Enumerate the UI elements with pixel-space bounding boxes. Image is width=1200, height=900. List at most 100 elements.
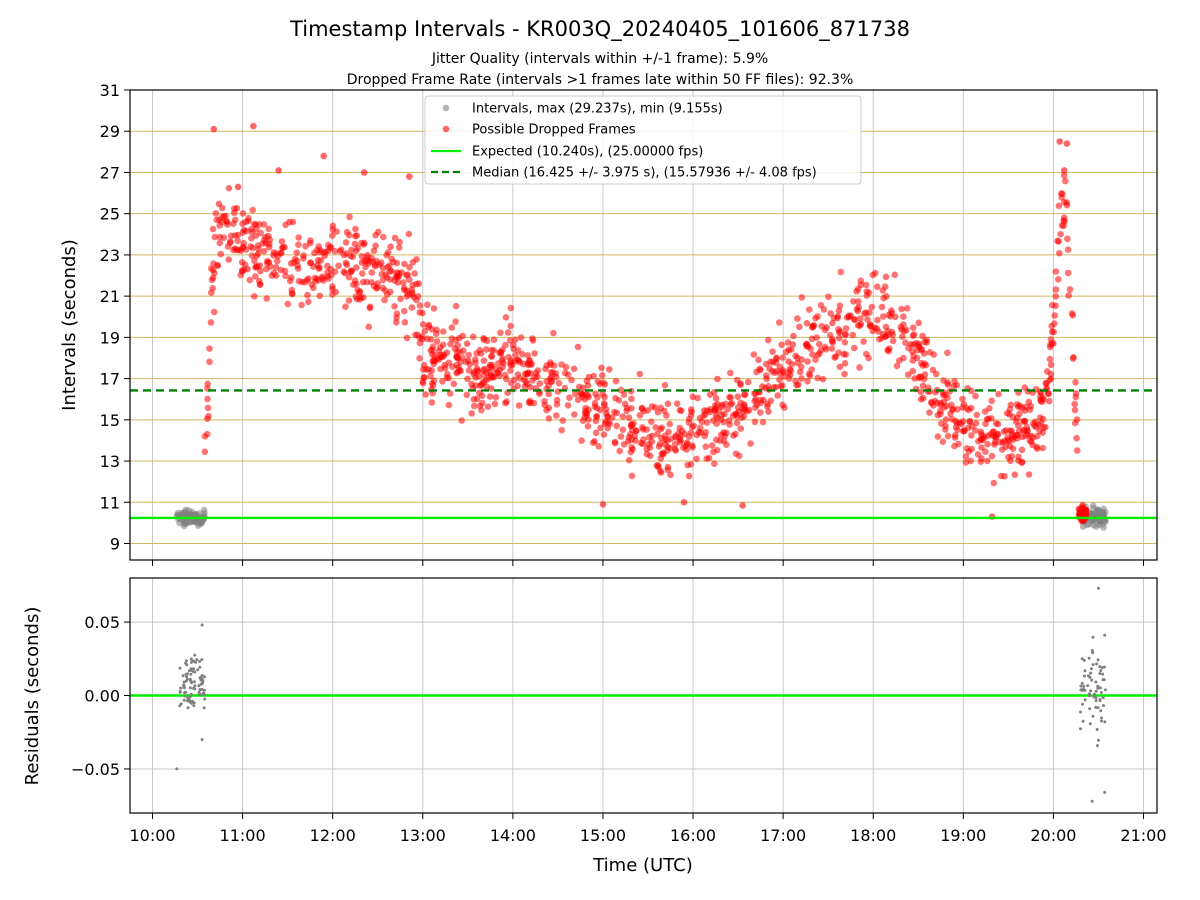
chart-subtitle-dropped: Dropped Frame Rate (intervals >1 frames … — [347, 72, 854, 88]
dropped-frame-point — [774, 392, 781, 399]
dropped-frame-point — [516, 375, 524, 382]
dropped-frame-point — [558, 361, 565, 368]
x-axis-label: Time (UTC) — [592, 855, 693, 876]
legend-box — [424, 95, 862, 185]
dropped-frame-point — [206, 358, 213, 366]
dropped-frame-point — [1032, 418, 1039, 426]
dropped-frame-point — [764, 383, 772, 390]
interval-point — [1100, 524, 1107, 531]
dropped-frame-point — [592, 429, 600, 437]
dropped-frame-point — [201, 448, 209, 456]
dropped-frame-point — [388, 267, 395, 275]
residual-point — [179, 686, 183, 690]
dropped-frame-point — [298, 278, 306, 286]
dropped-frame-point — [1055, 202, 1063, 210]
dropped-frame-point — [988, 452, 996, 460]
dropped-frame-point — [264, 257, 271, 265]
dropped-frame-point — [1034, 432, 1041, 440]
dropped-frame-point — [424, 335, 431, 343]
dropped-frame-point — [403, 272, 410, 279]
residual-point — [193, 653, 197, 657]
dropped-frame-point — [434, 355, 441, 362]
dropped-frame-point — [527, 384, 534, 391]
dropped-frame-point — [1060, 172, 1068, 179]
residual-point — [200, 738, 204, 742]
dropped-frame-point — [755, 356, 762, 364]
dropped-frame-point — [343, 228, 351, 236]
dropped-frame-point — [776, 319, 783, 326]
dropped-frame-point — [878, 303, 886, 311]
dropped-frame-point — [751, 397, 758, 405]
dropped-frame-point — [289, 218, 297, 226]
dropped-frame-point — [578, 437, 585, 445]
dropped-frame-point — [876, 336, 883, 343]
dropped-frame-point — [902, 339, 909, 347]
dropped-frame-point — [406, 173, 413, 180]
dropped-frame-point — [351, 232, 359, 240]
dropped-frame-point — [663, 412, 670, 419]
dropped-frame-point — [273, 257, 281, 265]
dropped-frame-point — [278, 238, 286, 245]
residual-point — [178, 690, 182, 693]
dropped-frame-point — [994, 420, 1002, 428]
dropped-frame-point — [488, 385, 495, 392]
dropped-frame-point — [265, 225, 273, 233]
dropped-frame-point — [400, 307, 408, 315]
dropped-frame-point — [251, 293, 258, 300]
dropped-frame-point — [854, 322, 862, 329]
dropped-frame-point — [201, 433, 209, 440]
dropped-frame-point — [954, 406, 961, 413]
dropped-frame-point — [676, 438, 684, 446]
dropped-frame-point — [899, 333, 906, 340]
residual-point — [187, 698, 191, 702]
dropped-frame-point — [471, 402, 478, 410]
dropped-frame-point — [733, 419, 741, 427]
dropped-frame-point — [599, 372, 606, 379]
dropped-frame-point — [1061, 218, 1068, 225]
dropped-frame-point — [455, 334, 463, 342]
dropped-frame-point — [507, 379, 515, 387]
dropped-frame-point — [370, 282, 378, 290]
dropped-frame-point — [965, 448, 973, 455]
dropped-frame-point — [714, 375, 721, 383]
dropped-frame-point — [951, 432, 959, 439]
dropped-frame-point — [708, 442, 716, 449]
dropped-frame-point — [934, 433, 942, 440]
dropped-frame-point — [1081, 506, 1088, 514]
dropped-frame-point — [779, 354, 787, 361]
residual-point — [197, 684, 201, 688]
dropped-frame-point — [827, 310, 834, 317]
dropped-frame-point — [511, 336, 519, 344]
residual-point — [190, 699, 194, 703]
dropped-frame-point — [497, 350, 505, 357]
dropped-frame-point — [763, 372, 770, 379]
dropped-frame-point — [657, 467, 664, 475]
dropped-frame-point — [450, 380, 458, 388]
dropped-frame-point — [310, 284, 317, 292]
dropped-frame-point — [340, 268, 348, 276]
interval-point — [1089, 502, 1097, 509]
dropped-frame-point — [973, 411, 981, 419]
dropped-frame-point — [972, 392, 979, 400]
residual-point — [188, 686, 192, 690]
dropped-frame-point — [370, 247, 378, 255]
dropped-frame-point — [715, 407, 723, 414]
dropped-frame-point — [1034, 445, 1041, 453]
dropped-frame-point — [937, 410, 944, 418]
dropped-frame-point — [909, 367, 917, 375]
dropped-frame-point — [558, 426, 565, 434]
dropped-frame-point — [401, 260, 408, 268]
dropped-frame-point — [1000, 428, 1008, 435]
dropped-frame-point — [648, 438, 656, 446]
dropped-frame-point — [482, 346, 490, 353]
dropped-frame-point — [628, 472, 636, 480]
dropped-frame-point — [329, 226, 337, 233]
dropped-frame-point — [798, 375, 805, 382]
dropped-frame-point — [589, 439, 597, 447]
dropped-frame-point — [739, 502, 746, 509]
dropped-frame-point — [295, 234, 303, 241]
top-y-tick-label: 15 — [100, 411, 120, 430]
dropped-frame-point — [346, 213, 353, 221]
dropped-frame-point — [237, 247, 244, 254]
dropped-frame-point — [1047, 361, 1055, 369]
